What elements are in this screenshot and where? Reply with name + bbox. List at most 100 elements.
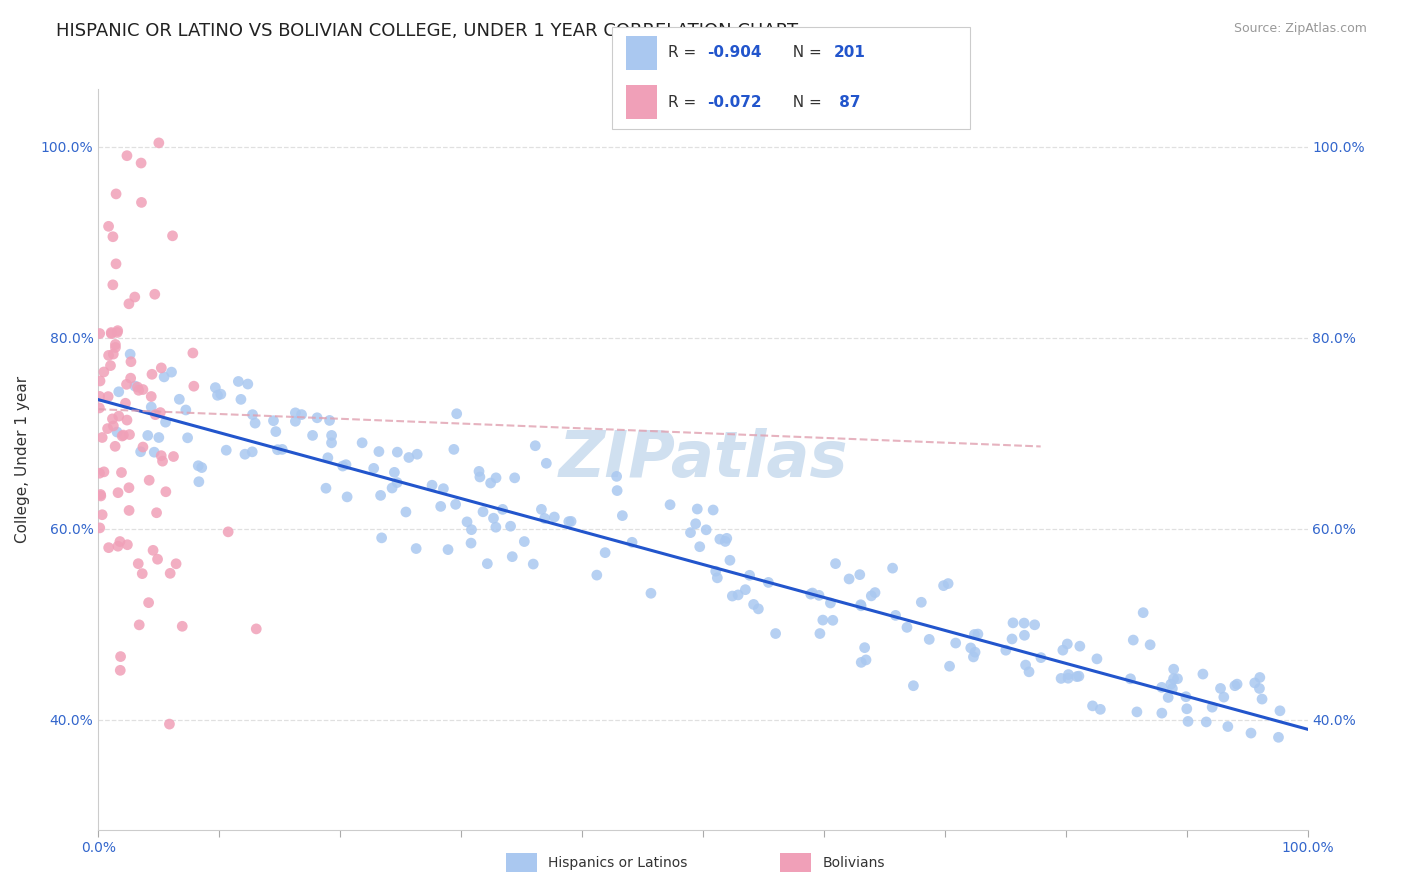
Point	[1226, 677, 1249, 691]
Point	[110, 649, 132, 664]
Point	[108, 534, 131, 549]
Point	[142, 543, 165, 558]
Point	[1267, 731, 1289, 745]
Point	[765, 626, 787, 640]
Point	[148, 430, 170, 444]
Point	[612, 508, 634, 523]
Point	[1014, 628, 1036, 642]
Point	[93, 465, 115, 479]
Point	[1081, 698, 1104, 713]
Text: HISPANIC OR LATINO VS BOLIVIAN COLLEGE, UNDER 1 YEAR CORRELATION CHART: HISPANIC OR LATINO VS BOLIVIAN COLLEGE, …	[56, 22, 799, 40]
Point	[236, 377, 259, 392]
Point	[127, 557, 149, 571]
Point	[860, 589, 883, 603]
Text: -0.904: -0.904	[707, 45, 762, 61]
Point	[114, 396, 136, 410]
Point	[124, 379, 146, 393]
Point	[104, 439, 127, 453]
Point	[734, 582, 756, 597]
Point	[1161, 681, 1184, 696]
Point	[187, 475, 209, 489]
Point	[855, 653, 877, 667]
Point	[141, 368, 163, 382]
Point	[117, 538, 139, 552]
Point	[93, 365, 115, 379]
Point	[367, 444, 389, 458]
Point	[606, 469, 628, 483]
Point	[808, 626, 831, 640]
Point	[128, 618, 150, 632]
Point	[131, 195, 153, 210]
Point	[284, 414, 307, 428]
Point	[853, 640, 876, 655]
Point	[107, 384, 129, 399]
Point	[176, 431, 198, 445]
Text: ZIPatlas: ZIPatlas	[558, 428, 848, 491]
Point	[444, 497, 467, 511]
Point	[385, 475, 408, 490]
Point	[932, 579, 955, 593]
Point	[468, 470, 491, 484]
Point	[89, 326, 111, 341]
Point	[115, 377, 138, 392]
Point	[103, 418, 125, 433]
Point	[118, 297, 141, 311]
Text: -0.072: -0.072	[707, 95, 762, 110]
Point	[1201, 700, 1223, 714]
Point	[1057, 671, 1080, 685]
Point	[1067, 669, 1090, 683]
Point	[1175, 702, 1198, 716]
Text: N =: N =	[783, 95, 827, 110]
Point	[243, 416, 266, 430]
Point	[640, 586, 662, 600]
Point	[1085, 652, 1108, 666]
Point	[758, 575, 780, 590]
Point	[1249, 670, 1271, 684]
Point	[446, 407, 468, 421]
Point	[406, 447, 429, 461]
Point	[491, 502, 513, 516]
Point	[1066, 670, 1088, 684]
Point	[315, 481, 337, 495]
Point	[110, 663, 132, 677]
Point	[120, 371, 142, 385]
Point	[370, 488, 392, 502]
Point	[148, 136, 170, 150]
Point	[352, 435, 374, 450]
Point	[217, 524, 239, 539]
Point	[1024, 617, 1046, 632]
Point	[702, 503, 724, 517]
Point	[162, 450, 184, 464]
Text: R =: R =	[668, 95, 702, 110]
Point	[89, 521, 111, 535]
Point	[146, 552, 169, 566]
Point	[181, 346, 204, 360]
Point	[1050, 672, 1073, 686]
Point	[1018, 665, 1040, 679]
Point	[938, 659, 960, 673]
Point	[384, 466, 406, 480]
Text: Hispanics or Latinos: Hispanics or Latinos	[548, 855, 688, 870]
Point	[558, 515, 581, 529]
Point	[207, 388, 229, 402]
Point	[706, 571, 728, 585]
Point	[138, 473, 160, 487]
Point	[585, 568, 607, 582]
Point	[204, 381, 226, 395]
Point	[172, 619, 194, 633]
Point	[716, 532, 738, 546]
Point	[143, 287, 166, 301]
Point	[233, 447, 256, 461]
Point	[530, 502, 553, 516]
Point	[150, 360, 173, 375]
Point	[821, 613, 844, 627]
Point	[503, 471, 526, 485]
Point	[1166, 672, 1188, 686]
Y-axis label: College, Under 1 year: College, Under 1 year	[15, 376, 30, 543]
Point	[709, 532, 731, 546]
Point	[1001, 632, 1024, 646]
Point	[215, 443, 238, 458]
Point	[721, 589, 744, 603]
Point	[420, 478, 443, 492]
Point	[107, 324, 129, 338]
